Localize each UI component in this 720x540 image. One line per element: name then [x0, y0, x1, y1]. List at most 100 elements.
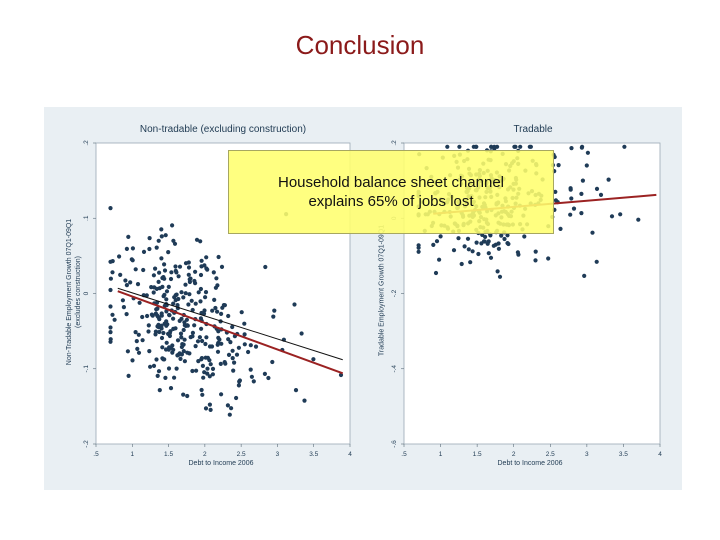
x-tick-label-nontradable: 4 — [348, 451, 352, 458]
scatter-point-nontradable — [163, 233, 168, 238]
y-axis-label-nontradable: Non-Tradable Employment Growth 07Q1-09Q1… — [65, 192, 83, 392]
scatter-point-nontradable — [189, 298, 194, 303]
scatter-point-nontradable — [133, 267, 138, 272]
scatter-point-tradable — [533, 258, 538, 263]
scatter-point-tradable — [473, 144, 478, 149]
scatter-point-nontradable — [182, 320, 187, 325]
scatter-point-nontradable — [190, 307, 195, 313]
scatter-point-nontradable — [159, 323, 164, 328]
scatter-point-nontradable — [210, 372, 215, 377]
scatter-point-nontradable — [194, 368, 199, 373]
scatter-point-tradable — [528, 144, 534, 149]
scatter-point-nontradable — [173, 298, 178, 303]
scatter-point-tradable — [482, 239, 487, 244]
scatter-point-nontradable — [183, 291, 188, 296]
scatter-point-nontradable — [242, 321, 247, 326]
scatter-point-nontradable — [236, 345, 241, 350]
scatter-point-nontradable — [130, 358, 135, 363]
scatter-point-nontradable — [215, 349, 221, 354]
scatter-point-nontradable — [108, 287, 113, 293]
scatter-point-tradable — [434, 239, 440, 244]
scatter-point-nontradable — [182, 359, 187, 364]
scatter-point-nontradable — [199, 264, 204, 269]
scatter-point-nontradable — [167, 331, 172, 336]
scatter-point-nontradable — [198, 272, 204, 278]
scatter-point-tradable — [579, 145, 585, 150]
scatter-point-nontradable — [236, 383, 241, 388]
scatter-point-nontradable — [230, 324, 235, 330]
scatter-point-nontradable — [112, 317, 117, 322]
scatter-point-tradable — [416, 249, 421, 254]
scatter-point-nontradable — [242, 332, 247, 337]
scatter-point-tradable — [580, 178, 586, 183]
x-tick-label-tradable: .5 — [401, 451, 407, 458]
scatter-point-nontradable — [130, 246, 135, 251]
scatter-point-nontradable — [171, 301, 176, 306]
scatter-point-tradable — [433, 270, 439, 276]
scatter-point-tradable — [533, 249, 538, 254]
scatter-point-nontradable — [199, 326, 204, 331]
scatter-point-nontradable — [198, 239, 203, 244]
scatter-point-nontradable — [147, 246, 152, 252]
scatter-point-nontradable — [124, 283, 129, 288]
scatter-point-tradable — [431, 242, 436, 247]
scatter-point-nontradable — [196, 359, 201, 364]
x-tick-label-nontradable: 3 — [276, 451, 280, 458]
scatter-point-nontradable — [215, 342, 220, 347]
scatter-point-nontradable — [125, 349, 130, 354]
scatter-point-nontradable — [123, 278, 128, 283]
scatter-point-tradable — [568, 187, 573, 192]
scatter-point-nontradable — [159, 335, 165, 341]
scatter-point-nontradable — [214, 276, 219, 281]
scatter-point-tradable — [512, 144, 517, 149]
scatter-point-tradable — [518, 144, 523, 149]
scatter-point-nontradable — [192, 278, 197, 284]
scatter-point-tradable — [590, 230, 595, 235]
scatter-point-nontradable — [177, 264, 183, 269]
scatter-point-nontradable — [211, 270, 216, 275]
scatter-point-nontradable — [161, 357, 166, 362]
scatter-point-tradable — [609, 214, 615, 219]
scatter-point-nontradable — [108, 276, 113, 281]
scatter-point-nontradable — [175, 338, 181, 343]
scatter-point-nontradable — [186, 302, 191, 307]
scatter-point-nontradable — [208, 362, 213, 367]
x-tick-label-tradable: 3.5 — [619, 451, 628, 458]
scatter-point-nontradable — [198, 286, 203, 292]
scatter-point-nontradable — [222, 303, 227, 308]
scatter-point-nontradable — [175, 353, 180, 358]
scatter-point-nontradable — [199, 258, 204, 263]
scatter-point-nontradable — [190, 368, 195, 374]
scatter-point-nontradable — [205, 366, 210, 371]
scatter-point-nontradable — [230, 356, 235, 361]
x-tick-label-tradable: 2.5 — [546, 451, 555, 458]
x-tick-label-nontradable: 1.5 — [164, 451, 173, 458]
scatter-point-tradable — [571, 206, 577, 211]
scatter-point-nontradable — [137, 300, 142, 305]
slide-title: Conclusion — [295, 30, 425, 60]
scatter-point-nontradable — [190, 330, 195, 335]
scatter-point-nontradable — [151, 273, 156, 278]
scatter-point-nontradable — [183, 261, 189, 266]
scatter-point-nontradable — [203, 295, 208, 300]
scatter-point-tradable — [584, 163, 589, 168]
scatter-point-nontradable — [187, 279, 192, 285]
scatter-point-nontradable — [169, 270, 174, 275]
scatter-point-tradable — [556, 163, 561, 168]
scatter-point-nontradable — [187, 292, 192, 297]
scatter-point-nontradable — [117, 254, 122, 259]
scatter-point-nontradable — [154, 307, 159, 312]
scatter-point-nontradable — [216, 329, 221, 334]
scatter-point-nontradable — [145, 313, 150, 319]
scatter-point-nontradable — [176, 274, 181, 279]
scatter-point-nontradable — [126, 373, 131, 378]
scatter-point-tradable — [502, 236, 507, 242]
scatter-point-nontradable — [219, 264, 225, 269]
callout-line-1: Household balance sheet channel — [277, 174, 504, 191]
scatter-point-nontradable — [136, 332, 141, 337]
y-tick-label-tradable: -.2 — [391, 289, 398, 297]
scatter-point-tradable — [515, 250, 521, 255]
scatter-point-nontradable — [222, 360, 227, 365]
scatter-point-nontradable — [108, 330, 113, 335]
scatter-point-nontradable — [128, 280, 133, 285]
